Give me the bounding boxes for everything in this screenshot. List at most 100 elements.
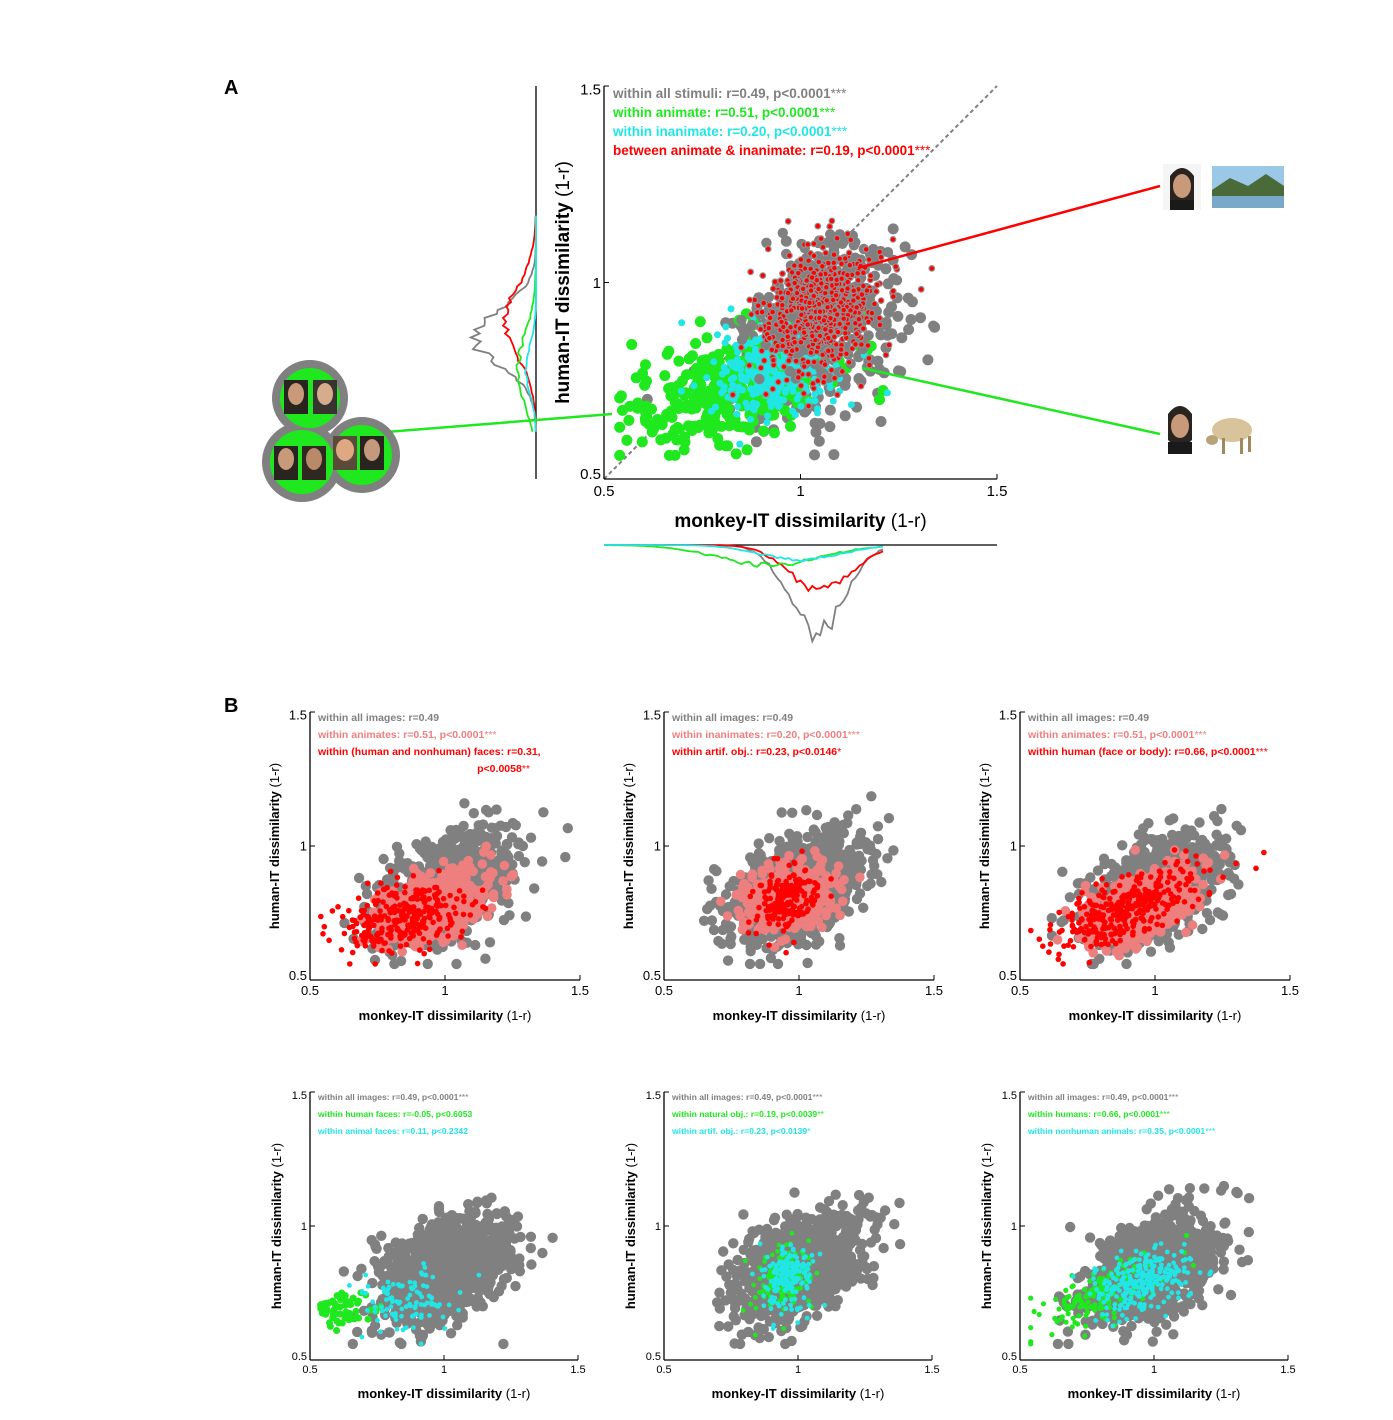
data-point <box>339 913 346 920</box>
data-point <box>335 904 341 910</box>
data-point <box>470 939 481 951</box>
data-point <box>852 854 863 865</box>
data-point <box>799 285 807 293</box>
data-point <box>797 402 805 410</box>
data-point <box>824 404 836 416</box>
data-point <box>746 296 754 304</box>
data-point <box>797 338 805 346</box>
data-point <box>761 380 769 388</box>
data-point <box>414 960 421 967</box>
data-point <box>426 939 433 946</box>
data-point <box>786 252 793 260</box>
data-point <box>810 426 822 438</box>
data-point <box>882 853 893 864</box>
data-point <box>763 419 771 426</box>
data-point <box>850 297 857 305</box>
data-point <box>420 923 427 930</box>
data-point <box>737 344 745 351</box>
data-point <box>507 817 518 829</box>
data-point <box>905 314 917 325</box>
data-point <box>706 426 718 438</box>
data-point <box>421 908 427 915</box>
data-point <box>338 947 345 953</box>
data-point <box>701 332 713 344</box>
data-point <box>873 281 881 289</box>
data-point <box>481 841 492 852</box>
data-point <box>855 315 863 323</box>
data-point <box>815 324 822 332</box>
data-point <box>708 364 720 376</box>
data-point <box>765 324 773 332</box>
data-point <box>797 256 805 264</box>
data-point <box>751 355 758 363</box>
data-point <box>754 302 762 310</box>
data-point <box>699 397 711 409</box>
data-point <box>785 357 793 365</box>
data-point <box>433 902 440 909</box>
data-point <box>411 911 418 918</box>
data-point <box>437 926 443 932</box>
data-point <box>791 338 799 346</box>
data-point <box>341 930 348 937</box>
data-point <box>775 402 783 410</box>
data-point <box>858 341 865 349</box>
y-axis-title: human-IT dissimilarity <box>267 787 282 929</box>
data-point <box>844 285 851 293</box>
data-point <box>769 385 777 393</box>
data-point <box>844 271 851 279</box>
data-point <box>730 448 742 460</box>
data-point <box>830 251 838 259</box>
data-point <box>498 876 508 886</box>
x-tick-label: 1 <box>796 483 804 500</box>
data-point <box>358 907 365 914</box>
data-point <box>382 940 388 946</box>
data-point <box>722 440 734 452</box>
data-point <box>454 896 460 902</box>
data-point <box>445 933 451 939</box>
data-point <box>868 309 876 317</box>
data-point <box>829 397 837 405</box>
data-point <box>837 299 845 306</box>
data-point <box>814 409 821 417</box>
data-point <box>789 387 797 395</box>
data-point <box>817 235 825 243</box>
data-point <box>757 404 769 416</box>
data-point <box>713 935 724 947</box>
data-point <box>480 804 492 816</box>
data-point <box>623 414 635 426</box>
data-point <box>805 397 813 405</box>
data-point <box>714 331 721 339</box>
data-point <box>792 357 800 365</box>
data-point <box>917 285 925 293</box>
data-point <box>842 324 849 332</box>
data-point <box>889 293 897 301</box>
data-point <box>832 291 840 299</box>
data-point <box>751 368 759 376</box>
data-point <box>525 832 537 843</box>
data-point <box>891 275 903 286</box>
data-point <box>852 340 859 348</box>
data-point <box>425 868 436 878</box>
data-point <box>477 819 489 830</box>
data-point <box>850 287 858 295</box>
data-point <box>640 400 652 412</box>
data-point <box>745 946 756 957</box>
legend-text: within inanimate: r=0.20, p<0.0001 <box>612 124 832 139</box>
data-point <box>797 262 804 270</box>
data-point <box>421 950 428 957</box>
data-point <box>821 325 829 333</box>
data-point <box>729 391 737 399</box>
data-point <box>778 294 786 302</box>
data-point <box>865 256 873 264</box>
data-point <box>482 911 493 922</box>
data-point <box>875 416 887 427</box>
data-point <box>461 898 467 905</box>
data-point <box>724 334 731 342</box>
data-point <box>738 375 746 383</box>
data-point <box>806 299 813 307</box>
data-point <box>854 838 866 850</box>
data-point <box>413 921 420 927</box>
data-point <box>349 949 356 956</box>
x-axis-title: monkey-IT dissimilarity <box>674 511 890 532</box>
data-point <box>733 410 741 418</box>
